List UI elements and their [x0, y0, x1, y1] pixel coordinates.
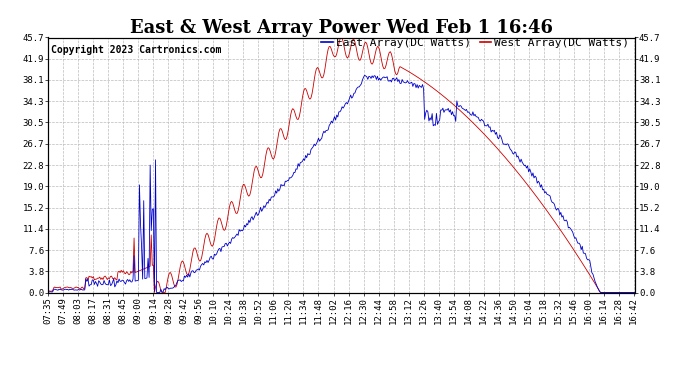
Title: East & West Array Power Wed Feb 1 16:46: East & West Array Power Wed Feb 1 16:46 — [130, 20, 553, 38]
Text: Copyright 2023 Cartronics.com: Copyright 2023 Cartronics.com — [51, 45, 221, 55]
Legend: East Array(DC Watts), West Array(DC Watts): East Array(DC Watts), West Array(DC Watt… — [317, 33, 633, 53]
